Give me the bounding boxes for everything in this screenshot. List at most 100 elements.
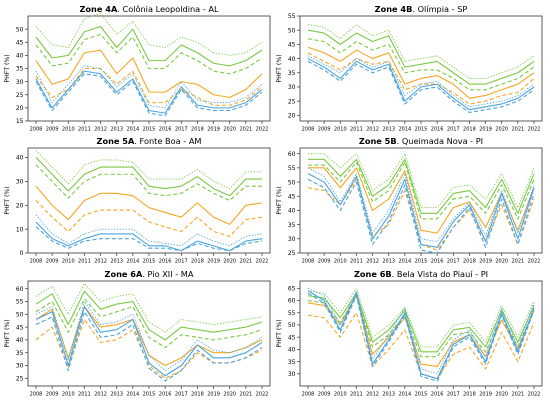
- x-tick-label: 2010: [334, 392, 347, 398]
- y-tick-label: 35: [288, 359, 296, 366]
- chart-title-rest: . Olímpia - SP: [412, 4, 467, 14]
- series-line: [35, 33, 263, 75]
- y-tick-label: 40: [288, 56, 296, 63]
- x-tick-label: 2011: [350, 127, 363, 133]
- x-tick-label: 2012: [94, 392, 107, 398]
- series-line: [308, 167, 535, 234]
- x-tick-label: 2015: [143, 127, 156, 133]
- chart-title-rest: . Bela Vista do Piauí - PI: [392, 269, 488, 279]
- series-line: [307, 178, 535, 254]
- y-tick-label: 45: [288, 193, 296, 200]
- x-tick-label: 2010: [62, 259, 75, 265]
- y-axis-label: PHFT (%): [276, 54, 283, 82]
- x-tick-label: 2020: [495, 127, 508, 133]
- series-line: [35, 290, 263, 341]
- series-line: [307, 178, 535, 251]
- x-tick-label: 2015: [415, 259, 428, 265]
- x-tick-label: 2008: [30, 259, 43, 265]
- y-tick-label: 45: [16, 324, 24, 331]
- y-tick-label: 40: [16, 337, 24, 344]
- series-line: [35, 157, 262, 197]
- x-tick-label: 2022: [256, 259, 269, 265]
- x-tick-label: 2012: [94, 127, 107, 133]
- x-tick-label: 2011: [78, 392, 91, 398]
- x-tick-label: 2022: [528, 392, 541, 398]
- y-tick-label: 30: [16, 179, 24, 186]
- chart-title-bold: Zone 4B: [375, 4, 413, 14]
- series-line: [35, 221, 263, 252]
- x-tick-label: 2021: [511, 392, 524, 398]
- series-line: [308, 153, 535, 209]
- x-tick-label: 2014: [398, 259, 411, 265]
- x-tick-label: 2019: [479, 127, 492, 133]
- y-tick-label: 20: [288, 113, 296, 120]
- series-line: [307, 38, 535, 91]
- x-tick-label: 2019: [479, 259, 492, 265]
- chart-panel: Zone 6B. Bela Vista do Piauí - PI PHFT (%…: [276, 269, 543, 398]
- x-tick-label: 2008: [302, 392, 315, 398]
- series-line: [35, 150, 262, 190]
- x-tick-label: 2012: [366, 392, 379, 398]
- y-tick-label: 40: [288, 208, 296, 215]
- x-tick-label: 2009: [46, 127, 59, 133]
- series-line: [307, 167, 535, 243]
- x-tick-label: 2014: [398, 127, 411, 133]
- x-tick-label: 2009: [318, 259, 331, 265]
- x-tick-label: 2011: [78, 127, 91, 133]
- y-tick-label: 50: [16, 311, 24, 318]
- x-tick-label: 2018: [463, 259, 476, 265]
- x-tick-label: 2016: [431, 127, 444, 133]
- y-tick-label: 65: [288, 286, 296, 293]
- series-line: [35, 164, 262, 202]
- chart-title: Zone 5B. Queimada Nova - PI: [359, 136, 483, 146]
- y-tick-label: 40: [16, 53, 24, 60]
- series-line: [35, 318, 263, 379]
- series-line: [307, 58, 535, 111]
- y-tick-label: 55: [288, 165, 296, 172]
- chart-title: Zone 5A. Fonte Boa - AM: [97, 136, 202, 146]
- chart-title-rest: . Queimada Nova - PI: [397, 136, 483, 146]
- series-line: [35, 73, 263, 117]
- x-tick-label: 2022: [528, 127, 541, 133]
- y-tick-label: 45: [16, 39, 24, 46]
- series-line: [35, 49, 263, 98]
- chart-title: Zone 4A. Colônia Leopoldina - AL: [79, 4, 219, 14]
- series-line: [35, 67, 263, 106]
- y-tick-label: 60: [288, 151, 296, 158]
- y-tick-label: 35: [288, 222, 296, 229]
- x-tick-label: 2011: [78, 259, 91, 265]
- series-line: [35, 311, 263, 382]
- series-line: [35, 214, 263, 247]
- x-tick-label: 2021: [511, 127, 524, 133]
- x-tick-label: 2010: [334, 259, 347, 265]
- x-tick-label: 2009: [318, 127, 331, 133]
- y-tick-label: 35: [288, 70, 296, 77]
- x-tick-label: 2013: [110, 392, 123, 398]
- y-tick-label: 45: [288, 42, 296, 49]
- y-tick-label: 0: [20, 250, 24, 257]
- chart-title: Zone 4B. Olímpia - SP: [375, 4, 468, 14]
- x-tick-label: 2021: [239, 127, 252, 133]
- chart-title-bold: Zone 6A: [105, 269, 143, 279]
- x-tick-label: 2017: [175, 392, 188, 398]
- y-tick-label: 25: [16, 92, 24, 99]
- y-tick-label: 55: [288, 310, 296, 317]
- series-line: [35, 226, 263, 252]
- y-tick-label: 25: [16, 376, 24, 383]
- x-tick-label: 2009: [318, 392, 331, 398]
- chart-panel: Zone 6A. Pio XII - MA PHFT (%) 25 30 35 40 45 5…: [4, 269, 271, 398]
- x-tick-label: 2011: [350, 392, 363, 398]
- series-line: [35, 200, 263, 237]
- x-tick-label: 2020: [223, 127, 236, 133]
- chart-title-bold: Zone 6B: [354, 269, 392, 279]
- x-tick-label: 2018: [191, 259, 204, 265]
- y-tick-label: 30: [288, 236, 296, 243]
- series-line: [308, 158, 535, 214]
- y-tick-label: 30: [288, 371, 296, 378]
- chart-title-bold: Zone 5A: [97, 136, 135, 146]
- x-tick-label: 2018: [463, 392, 476, 398]
- x-tick-label: 2020: [223, 259, 236, 265]
- x-tick-label: 2014: [126, 127, 139, 133]
- x-tick-label: 2017: [175, 259, 188, 265]
